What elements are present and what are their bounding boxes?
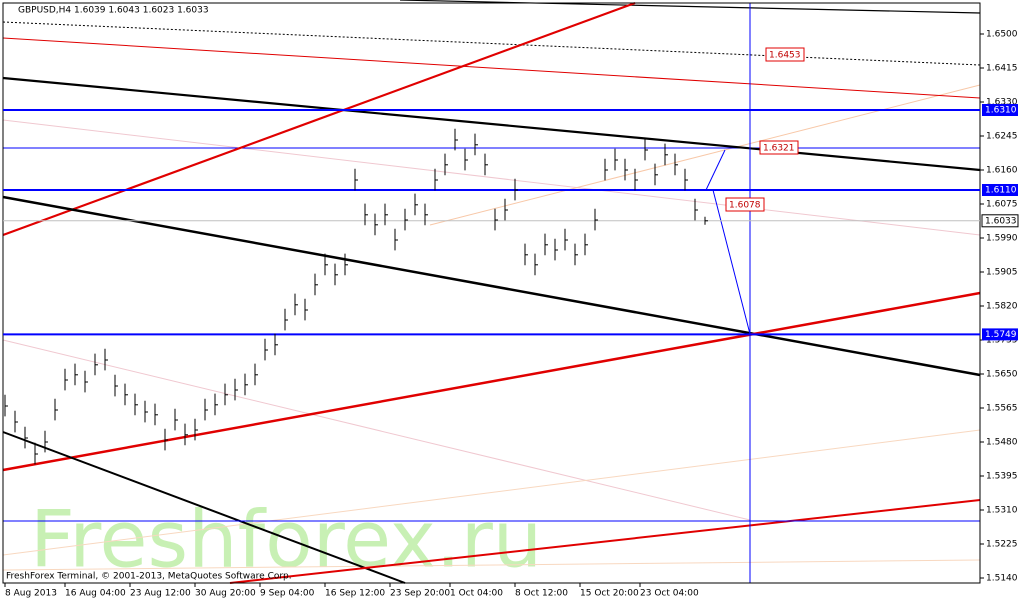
level-label-box [982,104,1018,116]
level-label-box [982,184,1018,196]
y-tick-label: 1.5395 [986,472,1018,482]
x-tick-label: 16 Aug 04:00 [65,589,126,599]
y-tick-label: 1.5905 [986,268,1018,278]
y-tick-label: 1.6500 [986,30,1018,40]
y-tick-label: 1.6245 [986,132,1018,142]
x-tick-label: 16 Sep 12:00 [325,589,385,599]
annotation: 1.6321 [763,144,795,154]
level-label: 1.6110 [985,186,1017,196]
x-tick-label: 9 Sep 04:00 [260,589,315,599]
x-tick-label: 8 Oct 12:00 [515,589,568,599]
y-tick-label: 1.5310 [986,506,1018,516]
current-price-box [981,214,1019,228]
y-tick-label: 1.5650 [986,370,1018,380]
level-label-box [982,328,1018,341]
y-tick-label: 1.5225 [986,540,1018,550]
y-tick-label: 1.5735 [986,336,1018,346]
x-tick-label: 30 Aug 20:00 [195,589,256,599]
y-tick-label: 1.5140 [986,574,1018,584]
x-tick-label: 23 Oct 04:00 [640,589,699,599]
footer: FreshForex Terminal, © 2001-2013, MetaQu… [6,572,292,582]
annotation: 1.6078 [729,201,761,211]
y-tick-label: 1.6160 [986,166,1018,176]
annotation: 1.6453 [769,51,801,61]
current-price-label: 1.6033 [985,216,1017,226]
y-tick-label: 1.5480 [986,438,1018,448]
x-tick-label: 15 Oct 20:00 [580,589,639,599]
y-tick-label: 1.5820 [986,302,1018,312]
x-tick-label: 23 Aug 12:00 [130,589,191,599]
x-tick-label: 1 Oct 04:00 [450,589,503,599]
y-tick-label: 1.5990 [986,234,1018,244]
y-tick-label: 1.6415 [986,64,1018,74]
y-tick-label: 1.5565 [986,404,1018,414]
x-tick-label: 8 Aug 2013 [5,589,57,599]
level-label: 1.6310 [985,106,1017,116]
plot-frame [2,2,981,584]
level-label: 1.5749 [985,330,1017,340]
y-tick-label: 1.6075 [986,200,1018,210]
chart-title: GBPUSD,H4 1.6039 1.6043 1.6023 1.6033 [18,6,209,16]
x-tick-label: 23 Sep 20:00 [390,589,450,599]
y-tick-label: 1.6330 [986,98,1018,108]
